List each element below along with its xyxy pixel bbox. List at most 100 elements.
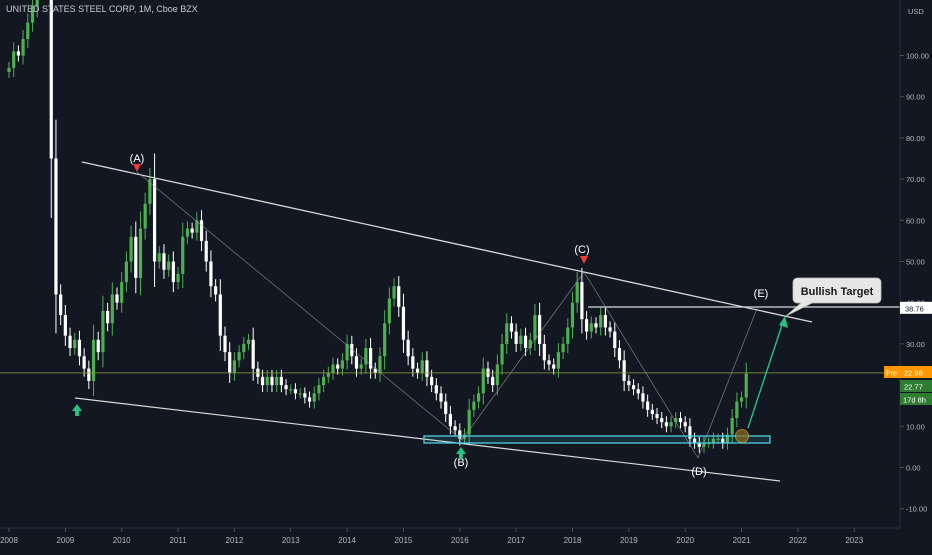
candle-body	[383, 323, 387, 357]
candle-body	[340, 360, 345, 369]
candle-body	[622, 360, 626, 381]
candle-body	[138, 228, 143, 278]
candle-body	[223, 335, 227, 353]
time-tick-label: 2019	[620, 536, 638, 545]
candle-body	[575, 282, 579, 303]
drawings-layer: (A) (B) (C) (D) (E) Bullish Target	[0, 153, 900, 482]
price-badges: 38.76 Pre 22.98 22.77 17d 8h	[884, 301, 932, 405]
candle-body	[735, 401, 739, 419]
candle-body	[411, 356, 415, 369]
candle-body	[434, 385, 438, 394]
candle-body	[232, 360, 236, 373]
candle-body	[275, 376, 279, 386]
callout-bubble	[785, 277, 882, 317]
candle-body	[350, 343, 354, 357]
price-tick-label: 60.00	[906, 216, 925, 225]
candle-body	[692, 438, 697, 443]
candle-body	[354, 356, 359, 369]
candle-body	[120, 282, 124, 303]
candle-body	[387, 298, 391, 324]
candle-body	[26, 22, 30, 40]
candle-body	[481, 368, 485, 394]
candle-body	[124, 261, 128, 283]
candle-body	[148, 179, 152, 204]
candle-body	[505, 323, 509, 344]
candle-body	[176, 273, 180, 283]
candle-body	[725, 434, 730, 443]
candle-body	[209, 261, 213, 287]
candle-body	[533, 315, 537, 340]
candle-body	[561, 343, 565, 353]
candle-body	[415, 368, 420, 373]
support-zone	[423, 435, 771, 444]
candle-body	[246, 339, 251, 344]
candle-body	[439, 393, 443, 402]
candle-body	[171, 261, 175, 283]
candle-body	[678, 418, 683, 423]
candle-body	[312, 393, 316, 402]
time-axis[interactable]: 2008 2009 2010 2011 2012 2013 2014 2015 2016 2017…	[0, 528, 864, 545]
candle-body	[204, 240, 208, 262]
time-tick-label: 2018	[564, 536, 582, 545]
time-tick-label: 2010	[113, 536, 131, 545]
candle-body	[143, 203, 147, 229]
time-tick-label: 2009	[56, 536, 74, 545]
candle-body	[129, 236, 133, 262]
candle-body	[307, 397, 312, 402]
candle-body	[181, 236, 185, 274]
candle-body	[242, 343, 246, 353]
candle-body	[406, 339, 410, 357]
candle-body	[580, 282, 584, 320]
candle-body	[523, 335, 528, 349]
target-price-text: 38.76	[905, 304, 924, 313]
candle-body	[519, 335, 523, 344]
candle-body	[7, 67, 11, 72]
candle-body	[251, 339, 255, 369]
candle-body	[101, 310, 105, 353]
candle-body	[509, 323, 514, 332]
countdown-badge	[900, 393, 932, 405]
arrow-up-icon	[456, 447, 466, 459]
candle-body	[500, 343, 504, 365]
candle-body	[21, 39, 25, 56]
candle-body	[744, 373, 748, 398]
candle-body	[228, 352, 232, 373]
candle-body	[613, 331, 617, 349]
candle-body	[425, 360, 429, 377]
candle-body	[528, 339, 532, 349]
candle-body	[495, 364, 499, 386]
candle-body	[472, 401, 476, 410]
candle-body	[392, 286, 396, 299]
time-tick-label: 2017	[507, 536, 525, 545]
candle-body	[594, 323, 598, 328]
candle-body	[82, 356, 86, 369]
callout-label: Bullish Target	[801, 286, 874, 298]
candle-body	[716, 438, 720, 440]
upper-trendline	[81, 161, 813, 323]
candle-body	[617, 348, 622, 361]
candle-body	[364, 348, 368, 365]
candle-body	[284, 385, 288, 390]
wave-label: (D)	[691, 466, 706, 478]
candle-body	[739, 397, 744, 402]
symbol-title: UNITED STATES STEEL CORP, 1M, Cboe BZX	[6, 4, 198, 14]
candle-body	[185, 228, 190, 237]
candle-body	[293, 389, 298, 394]
wave-label: (E)	[754, 288, 769, 300]
candle-body	[599, 315, 603, 328]
candle-body	[542, 343, 546, 361]
candle-body	[359, 364, 363, 369]
pre-price-badge	[900, 366, 932, 378]
candle-body	[162, 253, 166, 270]
candle-body	[260, 376, 265, 386]
candle-body	[547, 360, 551, 365]
candle-body	[636, 389, 640, 394]
time-tick-label: 2023	[845, 536, 863, 545]
candle-body	[467, 409, 471, 435]
arrow-up-icon	[72, 404, 82, 416]
time-tick-label: 2011	[169, 536, 187, 545]
candle-body	[214, 286, 218, 295]
